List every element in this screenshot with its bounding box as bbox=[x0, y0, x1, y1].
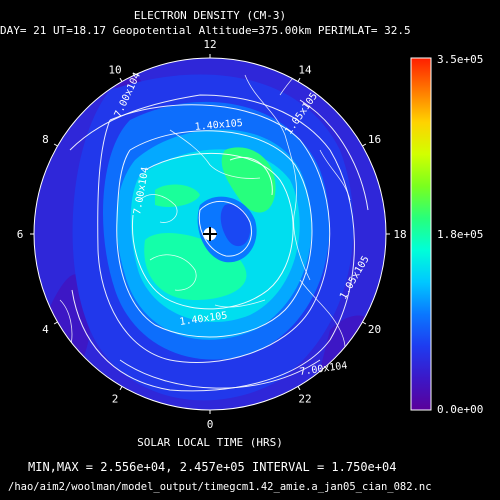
contour-line-4 bbox=[229, 157, 273, 196]
density-region-11 bbox=[220, 204, 251, 247]
contour-line-6 bbox=[119, 359, 321, 389]
local-time-label: 6 bbox=[17, 228, 24, 241]
file-path: /hao/aim2/woolman/model_output/timegcm1.… bbox=[8, 481, 432, 493]
tick-mark bbox=[119, 77, 123, 82]
tick-mark bbox=[53, 143, 58, 147]
coastline-3 bbox=[139, 194, 178, 223]
local-time-label: 8 bbox=[42, 133, 49, 146]
coastline-2 bbox=[169, 129, 261, 179]
local-time-label: 16 bbox=[368, 133, 381, 146]
density-region-8 bbox=[221, 147, 276, 213]
local-time-label: 22 bbox=[298, 393, 311, 406]
tick-mark bbox=[297, 77, 301, 82]
min-max-interval: MIN,MAX = 2.556e+04, 2.457e+05 INTERVAL … bbox=[28, 460, 397, 474]
contour-label: 1.40x105 bbox=[194, 118, 243, 133]
local-time-label: 12 bbox=[203, 38, 216, 51]
chart-subtitle: DAY= 21 UT=18.17 Geopotential Altitude=3… bbox=[0, 24, 411, 37]
coastline-7 bbox=[319, 149, 351, 201]
colorbar-max-label: 3.5e+05 bbox=[437, 53, 483, 66]
tick-mark bbox=[297, 386, 301, 391]
local-time-labels: 0 2 4 6 8 10 12 14 16 18 20 22 bbox=[17, 38, 407, 431]
coastline-4 bbox=[149, 254, 197, 291]
local-time-label: 0 bbox=[207, 418, 214, 431]
contour-line-3 bbox=[131, 152, 294, 310]
contour-line-1 bbox=[97, 104, 331, 364]
contour-line-2 bbox=[116, 130, 313, 338]
contour-line-7 bbox=[299, 99, 369, 211]
colorbar-min-label: 0.0e+00 bbox=[437, 403, 483, 416]
local-time-label: 4 bbox=[42, 323, 49, 336]
pole-marker bbox=[203, 227, 217, 241]
tick-mark bbox=[362, 321, 367, 325]
colorbar-mid-label: 1.8e+05 bbox=[437, 228, 483, 241]
chart-title: ELECTRON DENSITY (CM-3) bbox=[133, 9, 287, 22]
local-time-ticks bbox=[30, 54, 390, 414]
tick-mark bbox=[362, 143, 367, 147]
contour-line-5 bbox=[198, 201, 252, 257]
coastline-0 bbox=[244, 74, 311, 281]
local-time-label: 2 bbox=[112, 393, 119, 406]
tick-mark bbox=[53, 321, 58, 325]
x-axis-label: SOLAR LOCAL TIME (HRS) bbox=[137, 436, 283, 449]
coastline-8 bbox=[214, 299, 266, 308]
colorbar-gradient bbox=[410, 57, 432, 411]
local-time-label: 20 bbox=[368, 323, 381, 336]
contour-lines bbox=[69, 94, 369, 392]
local-time-label: 18 bbox=[393, 228, 406, 241]
local-time-label: 14 bbox=[298, 63, 312, 76]
colorbar: 3.5e+05 1.8e+05 0.0e+00 bbox=[410, 53, 483, 416]
density-region-9 bbox=[155, 184, 200, 207]
contour-line-0 bbox=[69, 94, 355, 392]
local-time-label: 10 bbox=[108, 63, 121, 76]
tick-mark bbox=[119, 386, 123, 391]
